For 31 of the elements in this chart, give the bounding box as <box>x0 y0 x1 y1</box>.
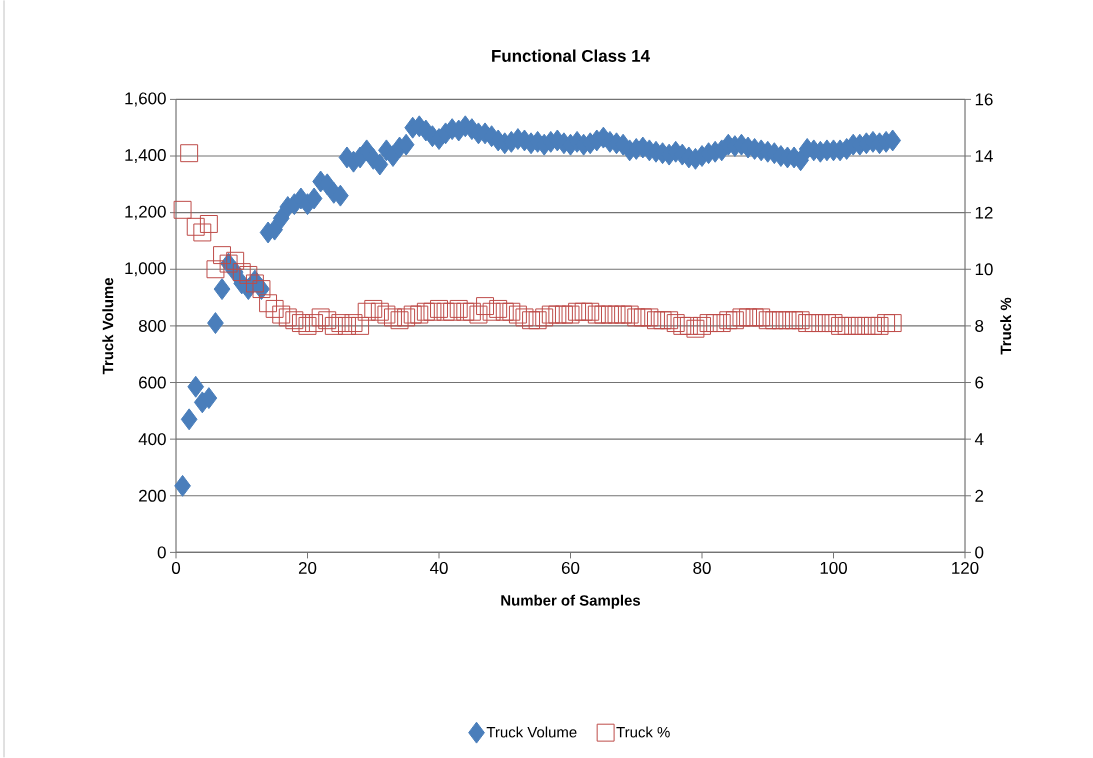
x-axis-title: Number of Samples <box>501 594 641 609</box>
y2-tick-label: 0 <box>975 546 984 559</box>
y-tick-label: 800 <box>138 319 166 332</box>
y2-tick-label: 12 <box>975 206 993 219</box>
y-tick-label: 1,600 <box>125 92 166 107</box>
y2-tick-label: 16 <box>975 93 993 106</box>
x-tick-label: 120 <box>952 562 979 575</box>
x-tick-label: 20 <box>298 562 317 575</box>
y2-tick-label: 14 <box>975 150 993 162</box>
y2-tick-label: 10 <box>975 263 993 276</box>
y-tick-label: 1,400 <box>125 149 166 164</box>
y2-tick-label: 2 <box>975 489 984 502</box>
y2-tick-label: 8 <box>975 319 984 332</box>
y-tick-label: 600 <box>139 376 166 389</box>
y-tick-label: 200 <box>139 489 166 502</box>
legend-label: Truck % <box>616 726 670 738</box>
y2-tick-label: 4 <box>974 433 984 446</box>
y-axis-title: Truck Volume <box>102 278 114 375</box>
chart-title: Functional Class 14 <box>492 49 650 62</box>
x-tick-label: 80 <box>693 562 711 575</box>
y2-axis-title: Truck % <box>1000 297 1012 355</box>
x-tick-label: 40 <box>429 562 448 575</box>
x-tick-label: 0 <box>171 562 181 575</box>
x-tick-label: 100 <box>820 562 847 575</box>
y2-tick-label: 6 <box>975 376 984 389</box>
y-tick-label: 0 <box>157 546 166 559</box>
y-tick-label: 400 <box>138 433 166 446</box>
y-tick-label: 1,000 <box>125 262 166 277</box>
y-tick-label: 1,200 <box>125 205 166 220</box>
x-tick-label: 60 <box>561 562 580 575</box>
legend-label: Truck Volume <box>486 726 577 738</box>
